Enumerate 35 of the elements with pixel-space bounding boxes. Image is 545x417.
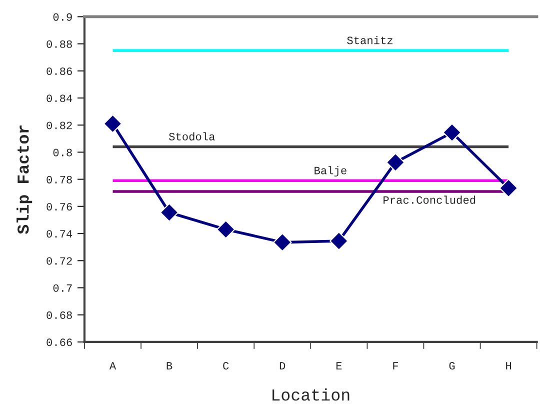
- x-tick-label: C: [223, 362, 229, 370]
- y-tick-label: 0.88: [46, 40, 72, 48]
- y-tick-label: 0.86: [46, 67, 72, 76]
- ref-line-label: Prac.Concluded: [384, 196, 476, 204]
- x-tick-label: B: [166, 362, 172, 370]
- y-tick-label: 0.68: [46, 311, 72, 319]
- point: [216, 220, 236, 239]
- ref-line-label: Stodola: [169, 132, 215, 140]
- y-tick-label: 0.66: [46, 338, 72, 346]
- y-tick-label: 0.8: [53, 148, 72, 156]
- y-tick-label: 0.72: [46, 257, 72, 265]
- point: [330, 232, 348, 250]
- x-tick-label: H: [506, 362, 511, 370]
- y-tick-label: 0.82: [46, 122, 72, 130]
- y-tick-label: 0.7: [53, 284, 72, 292]
- x-tick-label: A: [109, 362, 116, 370]
- ref-line-label: Balje: [314, 166, 346, 176]
- point: [103, 114, 122, 134]
- y-axis-title: Slip Factor: [16, 126, 32, 234]
- y-tick-label: 0.9: [53, 13, 72, 21]
- y-tick-label: 0.84: [46, 94, 72, 102]
- point: [273, 232, 292, 252]
- point: [386, 153, 405, 172]
- point: [499, 178, 518, 198]
- x-tick-label: D: [280, 362, 286, 370]
- x-axis-title: Location: [272, 388, 350, 401]
- x-tick-label: F: [393, 362, 398, 370]
- point: [442, 123, 462, 142]
- y-tick-label: 0.74: [46, 230, 72, 238]
- x-tick-label: G: [449, 362, 455, 370]
- x-tick-label: E: [336, 362, 342, 370]
- y-tick-label: 0.76: [46, 203, 72, 211]
- ref-line-label: Stanitz: [347, 36, 392, 44]
- y-tick-label: 0.78: [46, 176, 72, 184]
- point: [160, 203, 179, 222]
